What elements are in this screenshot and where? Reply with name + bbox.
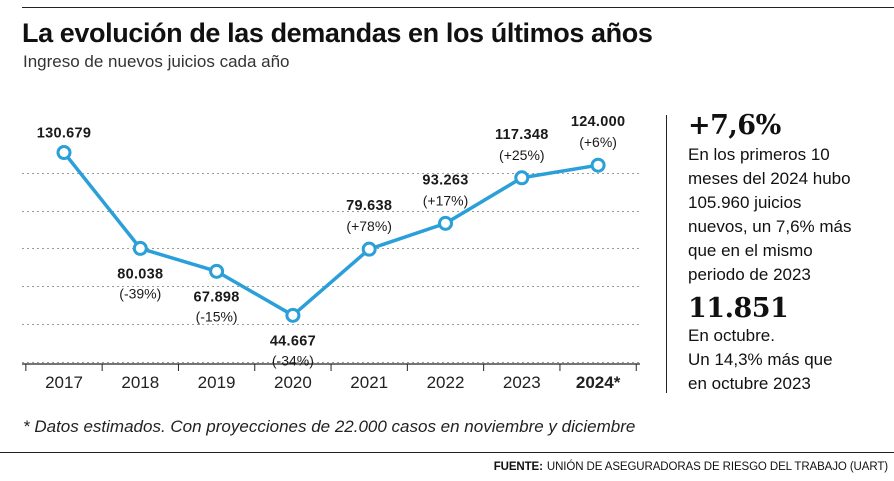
stat-percent-value: +7,6% bbox=[688, 110, 781, 141]
vertical-divider bbox=[666, 115, 667, 393]
footnote: * Datos estimados. Con proyecciones de 2… bbox=[23, 417, 636, 436]
stat-percent-line: nuevos, un 7,6% más bbox=[688, 217, 852, 236]
data-point bbox=[514, 170, 530, 186]
stat-block-october: 11.851 En octubre. Un 14,3% más que en o… bbox=[688, 294, 888, 396]
data-change-label: (-39%) bbox=[119, 285, 161, 301]
data-change-label: (+17%) bbox=[423, 192, 469, 208]
data-value-label: 124.000 bbox=[571, 114, 626, 130]
page-title: La evolución de las demandas en los últi… bbox=[22, 18, 653, 48]
data-change-label: (+6%) bbox=[579, 134, 617, 150]
data-value-label: 93.263 bbox=[422, 172, 468, 188]
x-tick-label: 2022 bbox=[427, 373, 465, 392]
stat-october-line: Un 14,3% más que bbox=[688, 350, 833, 369]
top-rule bbox=[22, 7, 894, 8]
data-point bbox=[590, 157, 606, 173]
data-value-label: 130.679 bbox=[37, 126, 92, 142]
stat-percent-line: que en el mismo bbox=[688, 241, 813, 260]
data-change-label: (-15%) bbox=[196, 308, 238, 324]
data-point bbox=[56, 145, 72, 161]
data-value-label: 117.348 bbox=[495, 127, 549, 143]
stat-october-line: en octubre 2023 bbox=[688, 374, 811, 393]
stat-percent-line: periodo de 2023 bbox=[688, 265, 811, 284]
data-point bbox=[132, 240, 148, 256]
data-value-label: 44.667 bbox=[270, 333, 316, 349]
x-tick-label: 2020 bbox=[274, 373, 312, 392]
stat-percent-line: meses del 2024 hubo bbox=[688, 169, 851, 188]
data-value-label: 80.038 bbox=[117, 266, 163, 282]
stat-october-description: En octubre. Un 14,3% más que en octubre … bbox=[688, 324, 888, 396]
source-credit: FUENTE: UNIÓN DE ASEGURADORAS DE RIESGO D… bbox=[494, 461, 888, 473]
stat-block-percent: +7,6% En los primeros 10 meses del 2024 … bbox=[688, 111, 888, 287]
x-tick-label: 2023 bbox=[503, 373, 541, 392]
data-value-label: 79.638 bbox=[346, 198, 392, 214]
source-label: FUENTE: bbox=[493, 461, 543, 473]
data-change-label: (+78%) bbox=[346, 218, 392, 234]
page-subtitle: Ingreso de nuevos juicios cada año bbox=[23, 52, 290, 71]
x-tick-label: 2017 bbox=[45, 373, 83, 392]
x-tick-label: 2018 bbox=[121, 373, 159, 392]
data-change-label: (-34%) bbox=[272, 352, 314, 368]
data-point bbox=[361, 241, 377, 257]
data-point bbox=[285, 307, 301, 323]
data-point bbox=[209, 263, 225, 279]
data-value-label: 67.898 bbox=[194, 289, 240, 305]
stat-october-line: En octubre. bbox=[688, 326, 775, 345]
series-line bbox=[62, 150, 600, 318]
x-tick-label: 2019 bbox=[198, 373, 236, 392]
data-point bbox=[438, 215, 453, 231]
x-tick-label: 2021 bbox=[350, 373, 388, 392]
source-text: UNIÓN DE ASEGURADORAS DE RIESGO DEL TRAB… bbox=[546, 461, 888, 473]
stat-percent-line: En los primeros 10 bbox=[688, 145, 830, 164]
x-tick-label: 2024* bbox=[576, 373, 621, 392]
stat-october-value: 11.851 bbox=[688, 293, 789, 324]
data-change-label: (+25%) bbox=[499, 147, 545, 163]
stat-percent-line: 105.960 juicios bbox=[688, 193, 802, 212]
stat-percent-description: En los primeros 10 meses del 2024 hubo 1… bbox=[688, 143, 888, 287]
bottom-rule bbox=[0, 452, 894, 453]
